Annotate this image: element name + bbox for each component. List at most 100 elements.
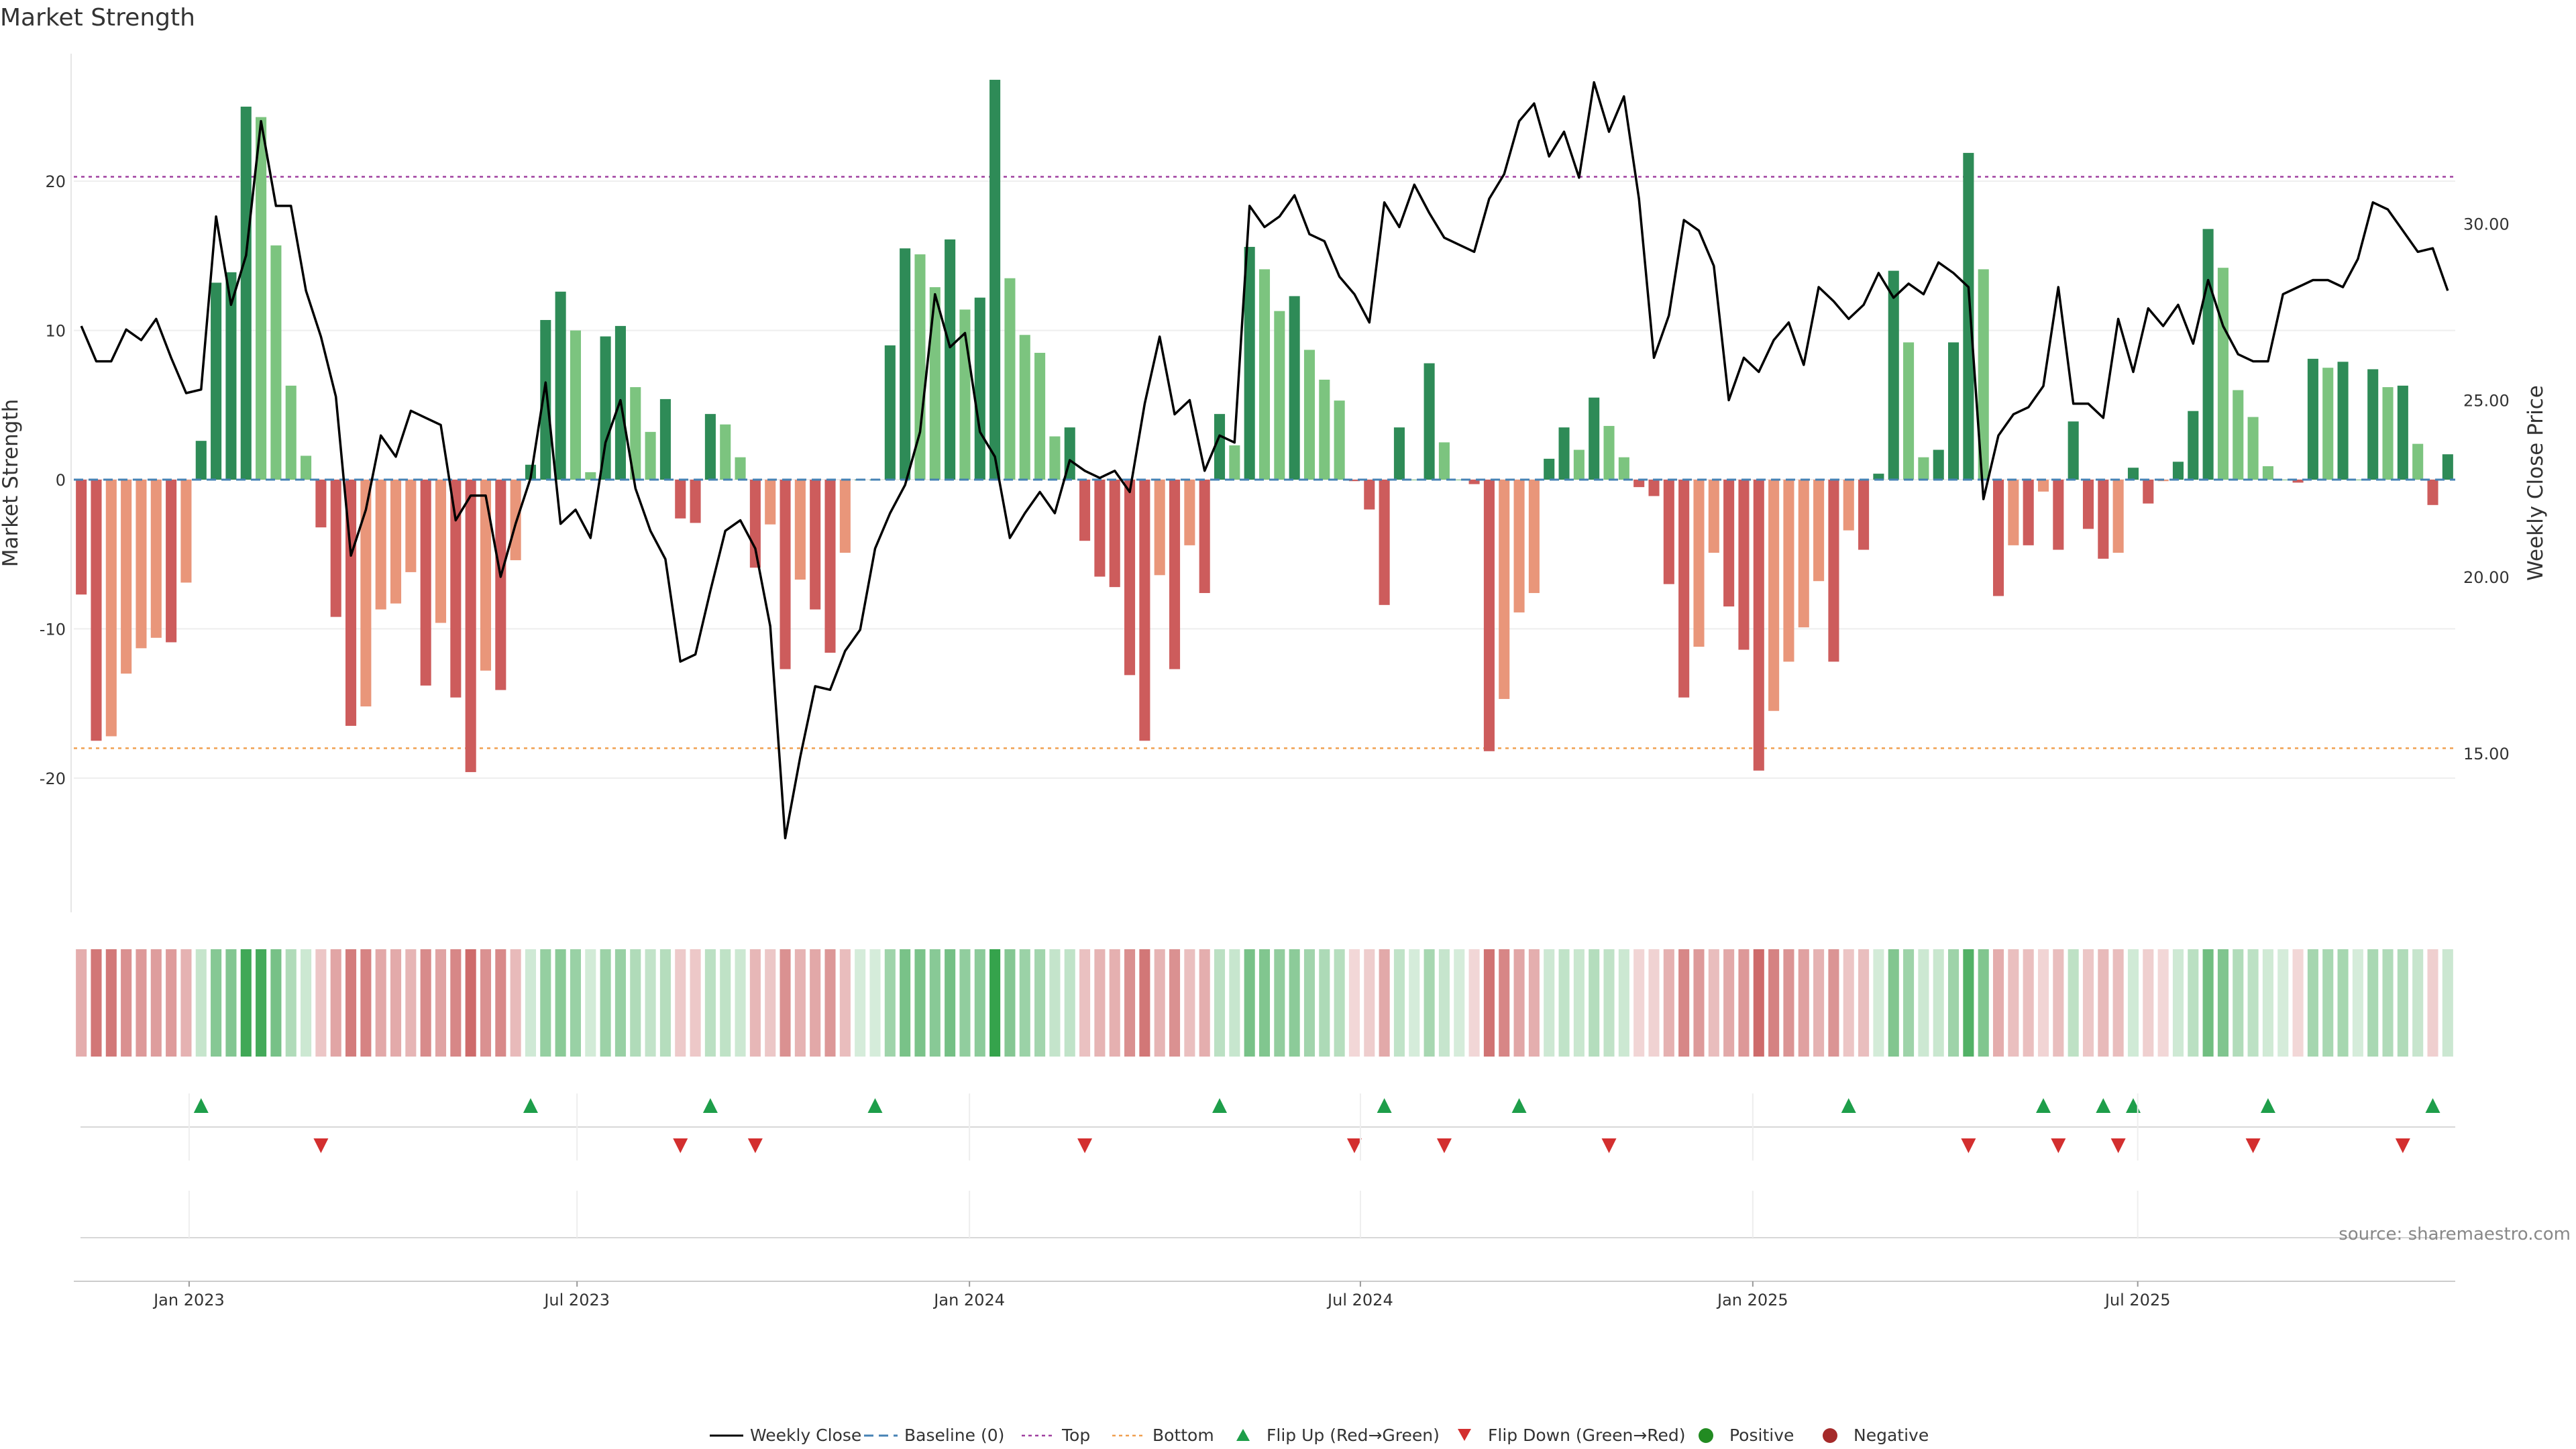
- heat-cell: [2262, 949, 2273, 1057]
- heat-cell: [405, 949, 417, 1057]
- heat-cell: [2202, 949, 2214, 1057]
- heat-cell: [690, 949, 701, 1057]
- heat-cell: [1843, 949, 1854, 1057]
- heat-cell: [1513, 949, 1525, 1057]
- weekly-close-polyline: [80, 80, 2449, 840]
- heat-cell: [2098, 949, 2109, 1057]
- heat-cell: [2053, 949, 2064, 1057]
- strength-bar: [704, 414, 716, 480]
- strength-bar: [1154, 480, 1165, 576]
- flip-down-marker: [1077, 1138, 1093, 1153]
- heat-cell: [794, 949, 806, 1057]
- heat-cell: [1663, 949, 1674, 1057]
- flip-up-marker: [1841, 1098, 1856, 1113]
- heat-cell: [375, 949, 386, 1057]
- strength-bar: [1438, 442, 1450, 480]
- flip-up-marker: [1511, 1098, 1527, 1113]
- strength-bar: [1708, 480, 1719, 553]
- heat-cell: [1124, 949, 1136, 1057]
- strength-bar: [136, 480, 147, 649]
- heat-cell: [2112, 949, 2124, 1057]
- legend-label: Flip Down (Green→Red): [1488, 1426, 1686, 1445]
- strength-bar: [375, 480, 386, 610]
- heat-cell: [76, 949, 87, 1057]
- strength-bar: [600, 336, 611, 480]
- heat-cell: [1483, 949, 1495, 1057]
- flip-down-marker: [2395, 1138, 2410, 1153]
- strength-bar: [1843, 480, 1854, 531]
- heat-cell: [2277, 949, 2289, 1057]
- strength-bar: [420, 480, 431, 686]
- flip-up-marker: [702, 1098, 718, 1113]
- heat-cell: [1079, 949, 1091, 1057]
- strength-bar: [1364, 480, 1375, 510]
- strength-bar: [1393, 427, 1405, 480]
- strength-bar: [390, 480, 402, 604]
- legend-item: Top: [1022, 1426, 1090, 1445]
- strength-bar: [1963, 152, 1974, 480]
- strength-bar: [1558, 427, 1570, 480]
- heat-cell: [121, 949, 132, 1057]
- chart-title: Market Strength: [0, 4, 195, 32]
- heat-cell: [1678, 949, 1690, 1057]
- strength-bar: [839, 480, 851, 553]
- right-axis-ticks: 15.00 20.00 25.00 30.00: [2463, 215, 2510, 763]
- legend: Weekly Close Baseline (0) Top Bottom Flip Up…: [710, 1426, 1929, 1445]
- legend-label: Positive: [1729, 1426, 1794, 1445]
- heat-cell: [2337, 949, 2349, 1057]
- heat-cell: [2157, 949, 2169, 1057]
- strength-bar: [1004, 278, 1016, 480]
- heat-cell: [1169, 949, 1181, 1057]
- heat-cell: [525, 949, 537, 1057]
- heat-cell: [1992, 949, 2004, 1057]
- heat-cell: [285, 949, 297, 1057]
- strength-bar: [659, 398, 671, 480]
- strength-bar: [1124, 480, 1136, 676]
- heat-cell: [1918, 949, 1929, 1057]
- strength-bar: [780, 480, 791, 669]
- strength-bar: [166, 480, 177, 643]
- heat-cell: [1019, 949, 1030, 1057]
- heat-cell: [166, 949, 177, 1057]
- heat-cell: [390, 949, 402, 1057]
- strength-bar: [1258, 269, 1271, 480]
- strength-bar: [225, 272, 237, 480]
- x-tick-label: Jan 2025: [1716, 1291, 1788, 1309]
- flip-markers: [74, 1098, 2455, 1282]
- heat-cell: [1648, 949, 1660, 1057]
- heat-cell: [855, 949, 866, 1057]
- heat-cell: [540, 949, 551, 1057]
- heat-cell: [989, 949, 1001, 1057]
- heat-cell: [240, 949, 252, 1057]
- heat-cell: [884, 949, 896, 1057]
- left-tick-label: 20: [45, 172, 66, 191]
- heat-cell: [495, 949, 506, 1057]
- strength-bar: [1813, 480, 1825, 582]
- strength-bar: [2322, 368, 2334, 480]
- flip-up-marker: [193, 1098, 209, 1113]
- weekly-close-line: [80, 80, 2449, 840]
- heat-cell: [1783, 949, 1794, 1057]
- heat-cell: [959, 949, 971, 1057]
- right-tick-label: 25.00: [2463, 392, 2510, 411]
- heat-cell: [150, 949, 162, 1057]
- strength-bar: [435, 480, 447, 623]
- x-tick-label: Jan 2024: [932, 1291, 1005, 1309]
- heat-cell: [2442, 949, 2453, 1057]
- heat-cell: [465, 949, 476, 1057]
- strength-bar: [1978, 269, 1989, 480]
- heat-cell: [914, 949, 926, 1057]
- strength-bar: [1723, 480, 1735, 607]
- heat-cell: [2382, 949, 2394, 1057]
- heat-cell: [2247, 949, 2259, 1057]
- strength-bar: [1618, 457, 1629, 480]
- heat-cell: [1544, 949, 1555, 1057]
- heat-cell: [1094, 949, 1106, 1057]
- legend-item: Bottom: [1112, 1426, 1214, 1445]
- heat-cell: [2352, 949, 2363, 1057]
- strength-bar: [211, 282, 222, 480]
- legend-item: Baseline (0): [864, 1426, 1004, 1445]
- strength-bar: [1244, 247, 1255, 480]
- strength-bar: [945, 239, 956, 480]
